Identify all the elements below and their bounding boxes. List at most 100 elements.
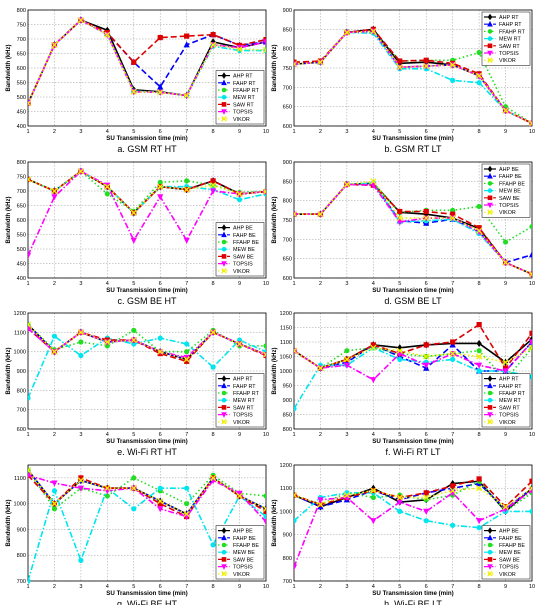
legend-label: VIKOR (499, 210, 516, 216)
series-marker (423, 353, 430, 360)
series-marker (487, 188, 493, 193)
series-marker (157, 501, 163, 507)
x-tick-label: 7 (185, 584, 188, 590)
series-marker (262, 188, 266, 195)
series-marker (423, 208, 429, 215)
series-marker (476, 339, 482, 348)
x-tick-label: 10 (263, 281, 269, 287)
series-marker (487, 397, 493, 403)
series-marker (51, 333, 58, 339)
legend-entry: VIKOR (484, 419, 516, 426)
x-tick-label: 5 (132, 281, 135, 287)
series-marker (487, 527, 493, 534)
legend-entry: FFAHP BE (484, 181, 525, 187)
series-marker (157, 335, 163, 341)
series-marker (450, 356, 456, 362)
series-line (294, 180, 532, 275)
series-marker (51, 194, 58, 201)
legend-entry: SAW BE (484, 557, 520, 563)
series-marker (476, 362, 483, 369)
series-marker (423, 494, 430, 501)
y-tick-label: 500 (17, 247, 26, 253)
series-marker (528, 339, 532, 346)
legend-label: TOPSIS (499, 203, 519, 209)
series-marker (529, 330, 532, 336)
x-tick-label: 8 (478, 584, 481, 590)
series-marker (210, 32, 216, 38)
series-marker (210, 474, 217, 481)
series-marker (343, 29, 350, 36)
y-tick-label: 650 (283, 257, 292, 263)
series-marker (28, 252, 32, 259)
series-marker (183, 356, 190, 363)
series-marker (502, 259, 509, 266)
series-marker (487, 29, 493, 34)
series-marker (210, 178, 216, 184)
y-tick-label: 950 (283, 384, 292, 390)
series-line (294, 346, 532, 381)
series-marker (450, 339, 456, 345)
series-marker (487, 534, 493, 541)
series-marker (487, 165, 493, 173)
series-marker (344, 348, 350, 354)
y-tick-label: 800 (283, 47, 292, 53)
legend-label: AHP RT (499, 377, 519, 383)
x-axis-label: SU Transmission time (min) (106, 438, 188, 445)
y-tick-label: 800 (17, 8, 26, 14)
series-marker (487, 405, 493, 410)
series-marker (210, 182, 217, 189)
series-marker (184, 341, 190, 347)
legend-label: SAW BE (499, 557, 520, 563)
series-marker (183, 92, 190, 99)
series-marker (221, 419, 227, 425)
series-marker (28, 321, 32, 328)
series-marker (221, 571, 227, 577)
series-line (28, 335, 266, 399)
series-line (294, 482, 532, 510)
series-marker (130, 88, 137, 95)
series-marker (450, 77, 456, 83)
panel-caption: b. GSM RT LT (384, 144, 442, 154)
x-tick-label: 7 (451, 281, 454, 287)
legend-entry: TOPSIS (484, 50, 519, 57)
legend-entry: SAW RT (484, 43, 520, 50)
series-marker (221, 382, 227, 389)
legend-entry: TOPSIS (218, 109, 253, 116)
legend-entry: FAHP BE (484, 172, 522, 180)
x-tick-label: 2 (53, 432, 56, 438)
y-axis-label: Bandwidth (kHz) (6, 348, 12, 395)
series-marker (487, 43, 493, 49)
chart-panel-7: 700 800 900 1000 1100 1 2 3 4 5 6 7 8 9 10 SU Transmiss… (6, 464, 269, 605)
legend-entry: AHP RT (484, 13, 519, 21)
legend-entry: FFAHP BE (218, 542, 259, 549)
series-marker (221, 224, 227, 231)
series-marker (450, 483, 456, 489)
x-tick-label: 7 (185, 281, 188, 287)
series-marker (210, 542, 216, 548)
legend-label: AHP BE (499, 167, 519, 173)
legend-entry: FFAHP BE (218, 239, 259, 246)
legend-entry: FAHP BE (484, 534, 522, 542)
series-marker (131, 506, 137, 512)
legend-entry: AHP BE (484, 165, 519, 173)
panel-caption: g. Wi-Fi BE HT (117, 599, 178, 605)
legend-label: AHP BE (499, 529, 519, 535)
legend-label: TOPSIS (499, 413, 519, 419)
x-tick-label: 5 (132, 129, 135, 135)
series-marker (487, 557, 493, 562)
series-marker (77, 17, 84, 24)
y-tick-label: 600 (283, 276, 292, 282)
legend-entry: FAHP RT (484, 20, 522, 28)
x-tick-label: 6 (425, 129, 428, 135)
series-vikor (294, 28, 532, 127)
x-tick-label: 1 (26, 432, 29, 438)
legend-label: FFAHP RT (499, 29, 526, 35)
x-tick-label: 2 (319, 281, 322, 287)
series-marker (210, 41, 217, 48)
legend-entry: FFAHP RT (218, 87, 260, 94)
legend-entry: MEW RT (484, 36, 521, 43)
series-marker (184, 485, 190, 491)
series-marker (294, 492, 298, 499)
series-line (28, 469, 266, 515)
